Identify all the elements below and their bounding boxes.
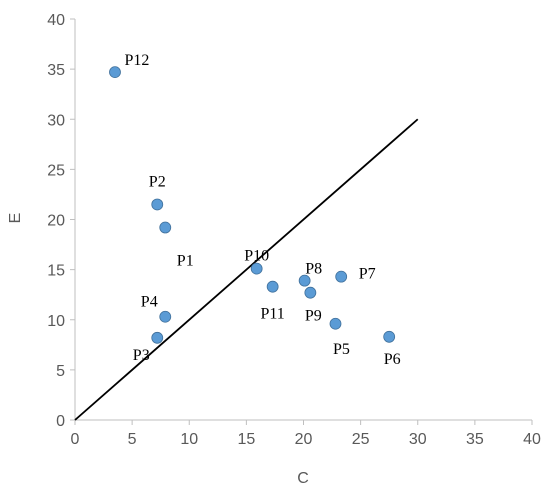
x-tick-label: 25 <box>352 431 370 448</box>
data-point-p8 <box>298 274 311 287</box>
x-tick-label: 20 <box>295 431 313 448</box>
point-label-p6: P6 <box>384 351 401 368</box>
data-point-p7 <box>335 270 348 283</box>
point-label-p8: P8 <box>305 261 322 278</box>
point-label-p2: P2 <box>149 173 166 190</box>
point-label-p9: P9 <box>305 308 322 325</box>
y-tick-label: 5 <box>56 363 65 380</box>
point-label-p11: P11 <box>260 306 284 323</box>
data-point-p4 <box>159 310 172 323</box>
y-tick-label: 15 <box>47 263 65 280</box>
y-tick-label: 20 <box>47 213 65 230</box>
data-point-p12 <box>109 66 121 79</box>
x-tick-label: 0 <box>71 431 80 448</box>
tick-labels: 0 5 10 15 20 25 30 35 40 0 5 10 15 20 25 30 35 40 <box>47 12 541 448</box>
y-tick-label: 25 <box>47 162 65 179</box>
point-labels: P1 P2 P3 P4 P5 P6 P7 P8 P9 P10 P11 P12 <box>125 52 401 368</box>
x-tick-label: 10 <box>180 431 198 448</box>
data-points <box>109 66 396 344</box>
axes <box>70 18 533 425</box>
point-label-p4: P4 <box>141 294 158 311</box>
x-tick-label: 15 <box>237 431 255 448</box>
data-point-p11 <box>266 280 279 293</box>
y-tick-label: 40 <box>47 12 65 29</box>
data-point-p9 <box>304 286 317 299</box>
data-point-p10 <box>250 262 263 275</box>
y-tick-label: 35 <box>47 62 65 79</box>
data-point-p2 <box>151 198 164 211</box>
point-label-p7: P7 <box>359 266 376 283</box>
data-point-p1 <box>159 221 172 234</box>
x-tick-label: 5 <box>128 431 137 448</box>
x-tick-label: 30 <box>409 431 427 448</box>
y-axis-title: E <box>7 213 24 224</box>
y-tick-label: 10 <box>47 313 65 330</box>
data-point-p6 <box>383 330 396 343</box>
x-axis-title: C <box>297 470 309 486</box>
reference-line <box>74 118 419 421</box>
point-label-p3: P3 <box>133 347 150 364</box>
y-tick-label: 0 <box>56 413 65 430</box>
y-tick-label: 30 <box>47 112 65 129</box>
point-label-p1: P1 <box>177 253 194 270</box>
x-tick-label: 35 <box>466 431 484 448</box>
point-label-p10: P10 <box>244 248 269 265</box>
data-point-p5 <box>329 317 342 330</box>
reference-line-layer <box>74 118 419 421</box>
point-label-p12: P12 <box>125 52 150 69</box>
data-point-p3 <box>151 331 164 344</box>
point-label-p5: P5 <box>333 341 350 358</box>
x-tick-label: 40 <box>523 431 541 448</box>
